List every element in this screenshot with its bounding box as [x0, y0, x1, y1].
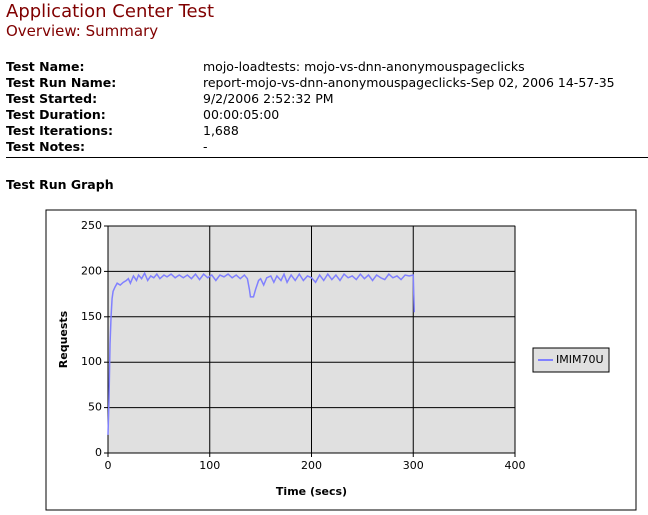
x-axis-label: Time (secs): [276, 485, 347, 498]
y-tick-label: 250: [81, 219, 102, 232]
field-label: Test Notes:: [6, 139, 86, 154]
field-row: Test Name: mojo-loadtests: mojo-vs-dnn-an…: [6, 59, 648, 75]
field-label: Test Started:: [6, 91, 98, 106]
field-label: Test Iterations:: [6, 123, 114, 138]
y-tick-label: 200: [81, 264, 102, 277]
field-value: 1,688: [203, 123, 239, 138]
x-tick-label: 400: [505, 459, 526, 472]
report-subtitle: Overview: Summary: [6, 22, 159, 40]
x-tick-label: 100: [199, 459, 220, 472]
field-row: Test Iterations: 1,688: [6, 123, 648, 139]
fields-table: Test Name: mojo-loadtests: mojo-vs-dnn-an…: [6, 59, 648, 158]
report-title: Application Center Test: [6, 1, 215, 22]
field-value: report-mojo-vs-dnn-anonymouspageclicks-S…: [203, 75, 615, 90]
field-row: Test Duration: 00:00:05:00: [6, 107, 648, 123]
field-label: Test Run Name:: [6, 75, 117, 90]
field-value: 00:00:05:00: [203, 107, 280, 122]
field-row: Test Notes: -: [6, 139, 648, 155]
field-value: 9/2/2006 2:52:32 PM: [203, 91, 334, 106]
field-row: Test Started: 9/2/2006 2:52:32 PM: [6, 91, 648, 107]
field-row: Test Run Name: report-mojo-vs-dnn-anonymo…: [6, 75, 648, 91]
legend-label: IMIM70U: [556, 353, 604, 366]
series-line: [107, 271, 416, 435]
field-label: Test Duration:: [6, 107, 106, 122]
x-tick-label: 300: [403, 459, 424, 472]
y-tick-label: 0: [95, 446, 102, 459]
field-value: -: [203, 139, 208, 154]
x-tick-label: 200: [301, 459, 322, 472]
x-tick-label: 0: [105, 459, 112, 472]
section-title: Test Run Graph: [6, 177, 114, 192]
y-tick-label: 100: [81, 355, 102, 368]
field-label: Test Name:: [6, 59, 85, 74]
y-tick-label: 150: [81, 310, 102, 323]
y-tick-label: 50: [88, 401, 102, 414]
field-value: mojo-loadtests: mojo-vs-dnn-anonymouspag…: [203, 59, 525, 74]
y-axis-label: Requests: [57, 310, 70, 368]
